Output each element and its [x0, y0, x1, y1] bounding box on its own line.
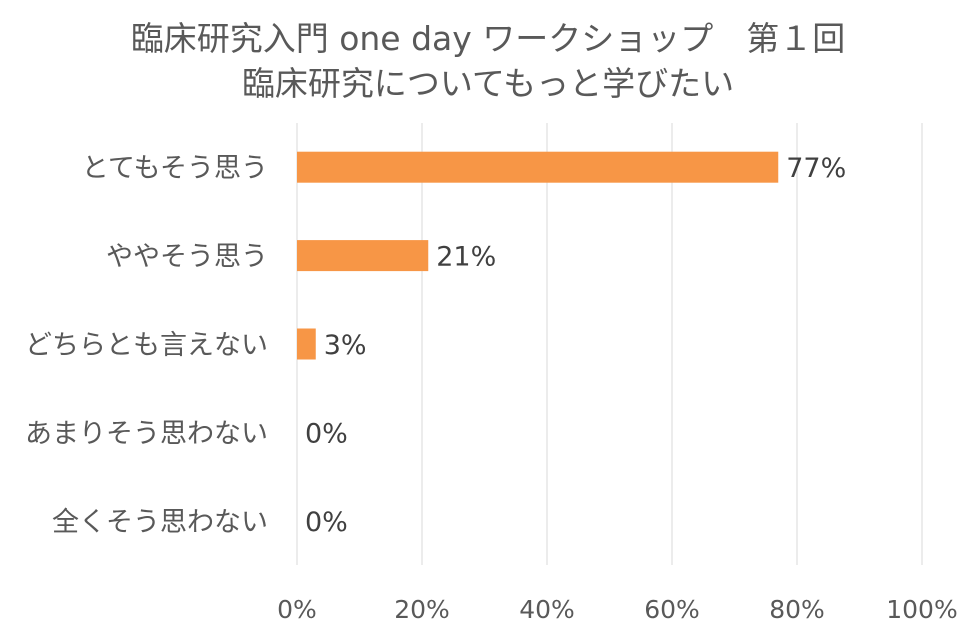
chart-title: 臨床研究入門 one day ワークショップ 第１回 臨床研究についてもっと学び…: [131, 19, 846, 103]
category-label: 全くそう思わない: [52, 507, 268, 538]
gridlines: [296, 123, 923, 565]
data-label: 21%: [436, 242, 496, 273]
bar: [297, 328, 316, 360]
category-label: とてもそう思う: [82, 153, 268, 184]
category-label: ややそう思う: [106, 242, 268, 273]
data-label: 3%: [324, 330, 367, 361]
bar: [297, 240, 429, 272]
bars: [297, 151, 779, 360]
x-tick-label: 40%: [519, 595, 575, 624]
chart-title-line-1: 臨床研究入門 one day ワークショップ 第１回: [131, 19, 846, 58]
x-axis-tick-labels: 0% 20% 40% 60% 80% 100%: [277, 595, 958, 624]
x-tick-label: 80%: [769, 595, 825, 624]
data-label: 77%: [786, 153, 846, 184]
category-label: あまりそう思わない: [25, 418, 268, 449]
x-tick-label: 20%: [394, 595, 450, 624]
chart-title-line-2: 臨床研究についてもっと学びたい: [242, 64, 734, 103]
data-labels: 77% 21% 3% 0% 0%: [305, 153, 846, 538]
bar: [297, 151, 779, 183]
x-tick-label: 100%: [886, 595, 957, 624]
category-label: どちらとも言えない: [25, 330, 268, 361]
data-label: 0%: [305, 507, 348, 538]
data-label: 0%: [305, 418, 348, 449]
x-tick-label: 60%: [644, 595, 700, 624]
x-tick-label: 0%: [277, 595, 317, 624]
